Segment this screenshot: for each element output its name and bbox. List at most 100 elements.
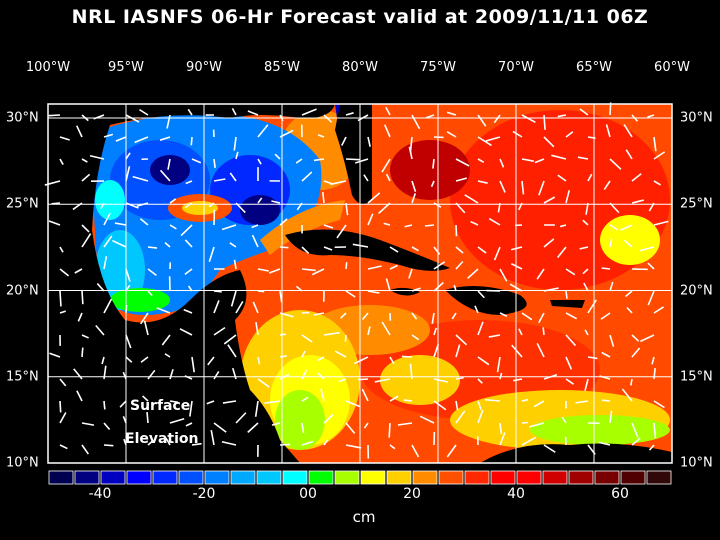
colorbar-swatch <box>620 470 646 485</box>
annotation-surface: Surface <box>130 398 190 414</box>
colorbar-swatch <box>438 470 464 485</box>
vector-arrow <box>609 334 615 347</box>
vector-arrow <box>125 334 132 349</box>
vector-arrow <box>301 350 306 358</box>
vector-arrow <box>323 224 334 229</box>
vector-arrow <box>582 219 589 226</box>
vector-arrow <box>419 415 435 424</box>
vector-arrow <box>184 202 193 209</box>
vector-arrow <box>432 158 435 169</box>
vector-arrow <box>169 198 177 204</box>
vector-arrow <box>424 224 435 227</box>
vector-arrow <box>125 152 131 160</box>
vector-arrow <box>367 213 374 226</box>
vector-arrow <box>321 192 325 204</box>
vector-arrow <box>164 242 171 248</box>
vector-arrow <box>383 222 391 226</box>
vector-arrow <box>207 356 215 366</box>
vector-arrow <box>96 283 105 292</box>
vector-arrow <box>433 400 447 411</box>
vector-arrow <box>497 202 501 213</box>
lat-label-left: 20°N <box>6 283 39 298</box>
vector-arrow <box>77 312 83 322</box>
vector-arrow <box>587 299 597 314</box>
vector-arrow <box>587 356 598 360</box>
vector-arrow <box>565 312 577 320</box>
vector-arrow <box>477 321 484 336</box>
vector-arrow <box>169 224 177 230</box>
vector-arrow <box>357 114 369 122</box>
vector-arrow <box>125 268 131 282</box>
cuba-land <box>285 229 450 271</box>
lon-label: 95°W <box>108 60 144 75</box>
vector-arrow <box>367 265 382 270</box>
vector-arrow <box>317 356 325 362</box>
vector-arrow <box>474 305 479 314</box>
vector-arrow <box>213 300 220 314</box>
vector-arrow <box>433 327 438 336</box>
lon-label: 60°W <box>654 60 690 75</box>
vector-arrow <box>453 284 457 292</box>
vector-arrow <box>336 224 347 239</box>
vector-arrow <box>521 312 533 321</box>
vector-arrow <box>446 111 457 116</box>
vector-arrow <box>389 356 395 365</box>
colorbar <box>48 470 672 485</box>
colorbar-swatch <box>464 470 490 485</box>
vector-arrow <box>184 375 193 380</box>
vector-arrow <box>378 202 391 215</box>
vector-arrow <box>584 329 589 336</box>
vector-arrow <box>295 285 303 292</box>
vector-arrow <box>389 246 399 253</box>
vector-arrow <box>455 202 466 214</box>
vector-arrow <box>323 414 334 424</box>
lon-label: 100°W <box>25 60 71 75</box>
vector-arrow <box>543 444 556 453</box>
vector-arrow <box>59 158 64 165</box>
vector-arrow <box>257 197 263 204</box>
vector-arrow <box>623 239 633 248</box>
colorbar-swatch <box>230 470 256 485</box>
vector-arrow <box>233 259 237 270</box>
vector-arrow <box>488 217 501 226</box>
vector-arrow <box>455 158 470 167</box>
vector-arrow <box>511 344 523 358</box>
vector-arrow <box>274 153 281 160</box>
vector-arrow <box>59 400 62 413</box>
lat-lon-grid <box>48 104 672 463</box>
vector-arrow <box>142 395 149 402</box>
vector-arrow <box>103 444 114 447</box>
vector-arrow <box>313 312 325 316</box>
vector-arrow <box>533 400 545 408</box>
vector-arrow <box>411 287 421 292</box>
vector-arrow <box>345 202 349 216</box>
vector-arrow <box>213 290 222 293</box>
vector-arrow <box>625 149 633 160</box>
hispaniola-land <box>445 286 527 315</box>
vector-arrow <box>161 334 171 346</box>
vector-arrow <box>279 373 290 380</box>
vector-arrow <box>167 158 171 170</box>
vector-arrow <box>385 173 391 182</box>
vector-arrow <box>111 239 127 248</box>
vector-arrow <box>455 260 464 270</box>
colorbar-swatch <box>360 470 386 485</box>
vector-arrow <box>345 400 361 408</box>
vector-arrow <box>235 412 247 424</box>
vector-arrow <box>345 262 348 270</box>
vector-arrow <box>575 400 589 404</box>
vector-arrow <box>536 268 545 280</box>
vector-arrow <box>433 202 442 208</box>
vector-arrow <box>653 368 656 380</box>
vector-arrow <box>247 422 259 433</box>
lon-label: 80°W <box>342 60 378 75</box>
colorbar-swatch <box>412 470 438 485</box>
vector-arrow <box>534 158 545 164</box>
vector-arrow <box>125 202 139 209</box>
vector-arrow <box>59 290 62 307</box>
vector-arrow <box>499 432 506 446</box>
vector-arrow <box>631 173 642 182</box>
vector-arrow <box>169 400 179 404</box>
vector-arrow <box>103 365 107 380</box>
vector-arrow <box>125 114 140 123</box>
